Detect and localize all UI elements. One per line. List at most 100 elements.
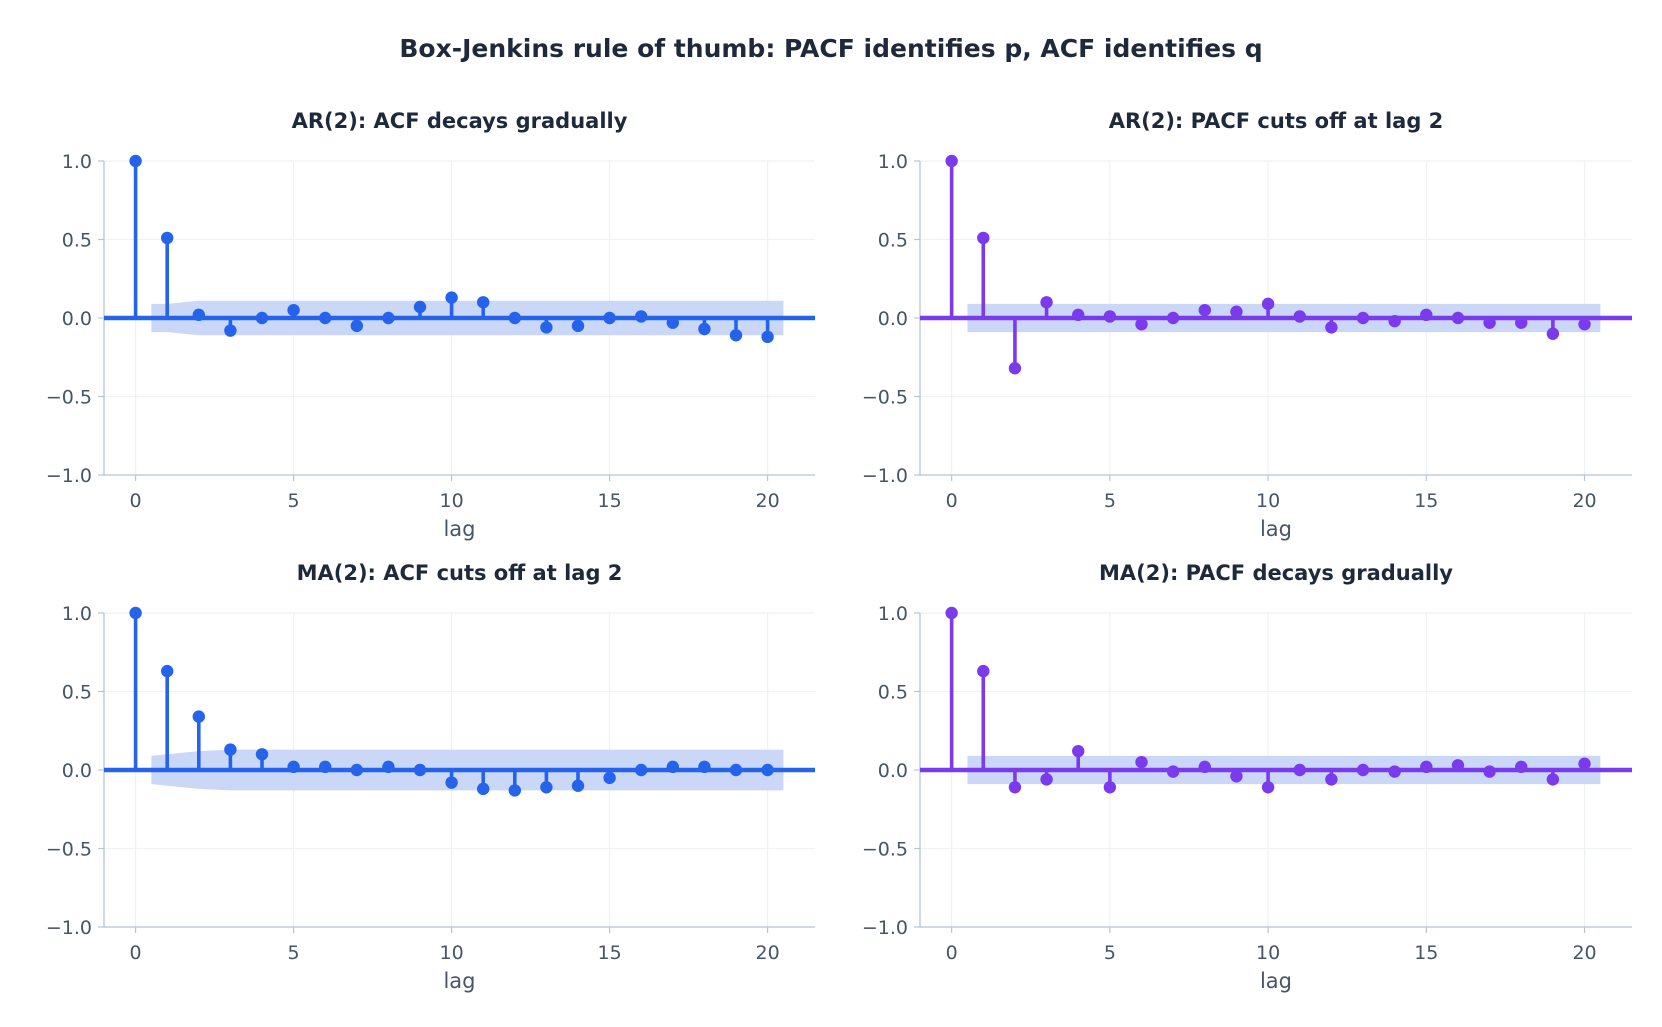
y-tick-label: 0.0 xyxy=(878,760,908,782)
x-tick-label: 15 xyxy=(598,942,622,964)
stem-marker xyxy=(1261,781,1275,794)
y-tick-label: 0.5 xyxy=(62,230,92,252)
y-tick-label: 1.0 xyxy=(62,151,92,173)
stem-marker xyxy=(1008,362,1022,375)
stem-marker xyxy=(1135,755,1148,769)
x-tick-label: 10 xyxy=(440,490,464,512)
stem-marker xyxy=(1135,318,1148,331)
x-tick-label: 5 xyxy=(288,490,300,512)
stem-marker xyxy=(161,231,174,245)
stem-marker xyxy=(1261,297,1275,311)
stem-marker xyxy=(977,231,990,245)
y-tick-label: −1.0 xyxy=(46,917,92,939)
x-tick-label: 5 xyxy=(1104,942,1116,964)
figure-title: Box-Jenkins rule of thumb: PACF identifi… xyxy=(399,34,1262,63)
stem-marker xyxy=(129,154,142,168)
stem-marker xyxy=(698,322,711,336)
stem-marker xyxy=(477,782,490,796)
panel-title: MA(2): ACF cuts off at lag 2 xyxy=(297,561,623,585)
stem-marker xyxy=(1388,765,1401,778)
stem-marker xyxy=(192,710,205,723)
stem-marker xyxy=(1515,316,1528,329)
stem-marker xyxy=(319,760,332,774)
y-tick-label: 0.0 xyxy=(62,308,92,330)
x-tick-label: 0 xyxy=(946,490,958,512)
stem-marker xyxy=(571,319,585,333)
y-tick-label: 1.0 xyxy=(878,151,908,173)
x-axis-label: lag xyxy=(1260,517,1292,541)
stem-marker xyxy=(508,311,521,325)
stem-marker xyxy=(761,330,774,344)
x-tick-label: 0 xyxy=(946,942,958,964)
stem-marker xyxy=(698,760,711,774)
stem-marker xyxy=(350,319,363,333)
stem-marker xyxy=(635,763,648,777)
stem-marker xyxy=(1040,296,1053,309)
stem-marker xyxy=(1293,310,1306,323)
y-tick-label: 0.0 xyxy=(62,760,92,782)
stem-marker xyxy=(287,760,300,774)
y-tick-label: 1.0 xyxy=(878,603,908,625)
stem-marker xyxy=(255,311,269,325)
stem-marker xyxy=(413,300,427,314)
stem-marker xyxy=(603,771,616,785)
stem-marker xyxy=(1451,311,1465,325)
y-tick-label: 0.5 xyxy=(62,682,92,704)
stem-marker xyxy=(1483,316,1496,329)
stem-marker xyxy=(319,311,332,325)
stem-marker xyxy=(977,664,990,678)
stem-marker xyxy=(192,308,205,322)
x-tick-label: 15 xyxy=(1414,490,1438,512)
chart-panel-1: AR(2): ACF decays gradually 1.0 0.5 0.0 −0.5… xyxy=(46,109,815,541)
panel-title: AR(2): PACF cuts off at lag 2 xyxy=(1109,109,1444,133)
y-tick-label: 1.0 xyxy=(62,603,92,625)
stem-marker xyxy=(1072,308,1085,322)
chart-panel-4: MA(2): PACF decays gradually 1.0 0.5 0.0 −0.… xyxy=(862,561,1632,993)
stem-marker xyxy=(445,291,458,304)
stem-marker xyxy=(224,743,237,756)
stem-marker xyxy=(1198,760,1212,774)
stem-marker xyxy=(508,784,521,797)
x-tick-label: 10 xyxy=(440,942,464,964)
stem-marker xyxy=(603,311,616,325)
stem-marker xyxy=(666,760,679,774)
stem-marker xyxy=(1546,773,1560,786)
stem-marker xyxy=(729,329,743,342)
stem-marker xyxy=(1166,765,1180,778)
stem-marker xyxy=(287,303,300,317)
x-tick-label: 5 xyxy=(1104,490,1116,512)
x-tick-label: 20 xyxy=(1572,490,1596,512)
stem-marker xyxy=(1578,757,1591,770)
stem-marker xyxy=(161,664,174,678)
stem-marker xyxy=(1103,781,1117,794)
stem-marker xyxy=(1230,770,1243,783)
stem-marker xyxy=(1040,773,1053,786)
x-tick-label: 15 xyxy=(598,490,622,512)
y-tick-label: −1.0 xyxy=(46,465,92,487)
chart-panel-2: AR(2): PACF cuts off at lag 2 1.0 0.5 0.0 −0… xyxy=(862,109,1632,541)
panel-title: MA(2): PACF decays gradually xyxy=(1099,561,1453,585)
y-tick-label: 0.0 xyxy=(878,308,908,330)
stem-marker xyxy=(224,324,237,337)
stem-marker xyxy=(571,779,585,792)
y-tick-label: −1.0 xyxy=(862,917,908,939)
stem-marker xyxy=(666,316,679,329)
y-tick-label: 0.5 xyxy=(878,230,908,252)
x-tick-label: 10 xyxy=(1256,942,1280,964)
y-tick-label: −0.5 xyxy=(862,839,908,861)
stem-marker xyxy=(1451,759,1465,772)
stem-marker xyxy=(729,763,743,777)
stem-marker xyxy=(1072,744,1085,758)
x-tick-label: 20 xyxy=(756,490,780,512)
stem-marker xyxy=(255,748,269,761)
stem-marker xyxy=(1198,303,1212,317)
stem-marker xyxy=(1356,311,1370,325)
x-tick-label: 10 xyxy=(1256,490,1280,512)
x-tick-label: 5 xyxy=(288,942,300,964)
stem-marker xyxy=(945,154,958,168)
stem-marker xyxy=(1420,760,1433,774)
stem-marker xyxy=(382,311,395,325)
stem-marker xyxy=(1103,310,1117,323)
y-tick-label: −1.0 xyxy=(862,465,908,487)
